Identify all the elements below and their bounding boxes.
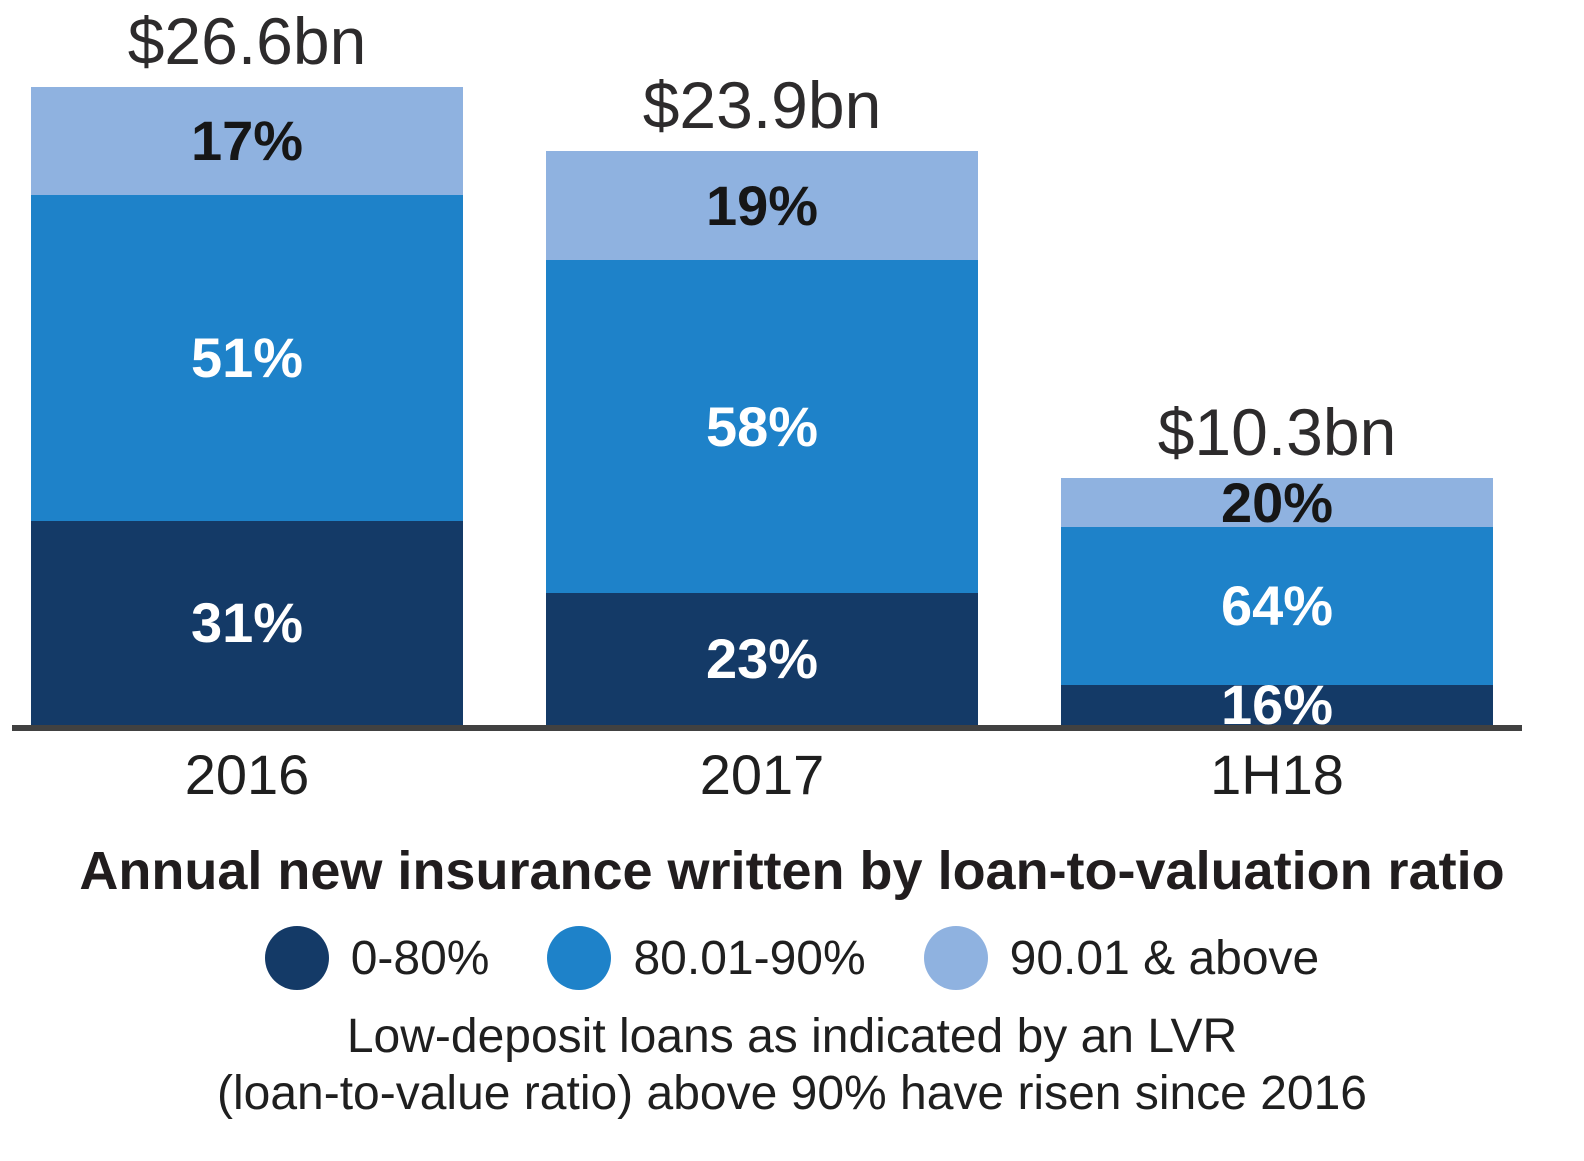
segment-label-1H18-80.01-90%: 64%: [1220, 574, 1334, 638]
legend-swatch-icon: [264, 926, 329, 990]
segment-label-2016-90.01 & above: 17%: [190, 109, 304, 173]
segment-2017-80.01-90%: 58%: [546, 260, 978, 593]
segment-label-1H18-90.01 & above: 20%: [1220, 470, 1334, 534]
total-label-2016: $26.6bn: [127, 4, 367, 78]
caption-line-2: (loan-to-value ratio) above 90% have ris…: [216, 1067, 1367, 1120]
legend: 0-80% 80.01-90% 90.01 & above: [0, 920, 1584, 996]
segment-2016-80.01-90%: 51%: [31, 195, 463, 521]
legend-swatch-icon: [547, 926, 612, 990]
caption-line-1: Low-deposit loans as indicated by an LVR: [346, 1010, 1238, 1063]
bar-2017: 19% 58% 23%: [546, 151, 978, 725]
segment-2017-90.01 & above: 19%: [546, 151, 978, 261]
segment-2016-90.01 & above: 17%: [31, 87, 463, 196]
segment-label-2017-90.01 & above: 19%: [705, 173, 819, 237]
legend-item-0-80%: 0-80%: [264, 926, 490, 990]
total-label-2017: $23.9bn: [642, 68, 882, 142]
segment-2016-0-80%: 31%: [31, 520, 463, 725]
bar-2016: 17% 51% 31%: [31, 87, 463, 725]
segment-1H18-0-80%: 16%: [1061, 677, 1493, 733]
legend-label-90.01 & above: 90.01 & above: [1009, 931, 1320, 985]
legend-item-90.01 & above: 90.01 & above: [923, 926, 1320, 990]
x-axis-label-1H18: 1H18: [1210, 743, 1344, 806]
segment-label-2017-0-80%: 23%: [705, 626, 819, 690]
segment-1H18-90.01 & above: 20%: [1061, 474, 1493, 530]
chart-title: Annual new insurance written by loan-to-…: [79, 841, 1505, 901]
segment-label-2016-0-80%: 31%: [190, 590, 304, 654]
segment-2017-0-80%: 23%: [546, 592, 978, 725]
segment-label-2017-80.01-90%: 58%: [705, 394, 819, 458]
segment-1H18-80.01-90%: 64%: [1061, 527, 1493, 686]
segment-label-2016-80.01-90%: 51%: [190, 326, 304, 390]
x-axis-line: [12, 725, 1522, 731]
segment-label-1H18-0-80%: 16%: [1220, 673, 1334, 737]
legend-label-80.01-90%: 80.01-90%: [633, 931, 866, 985]
legend-swatch-icon: [923, 926, 988, 990]
bar-1H18: 20% 64% 16%: [1061, 474, 1493, 733]
x-axis-label-2016: 2016: [184, 743, 310, 806]
total-label-1H18: $10.3bn: [1157, 395, 1397, 469]
caption: Low-deposit loans as indicated by an LVR…: [0, 1008, 1584, 1122]
legend-item-80.01-90%: 80.01-90%: [547, 926, 866, 990]
legend-label-0-80%: 0-80%: [350, 931, 490, 985]
x-axis-label-2017: 2017: [699, 743, 825, 806]
